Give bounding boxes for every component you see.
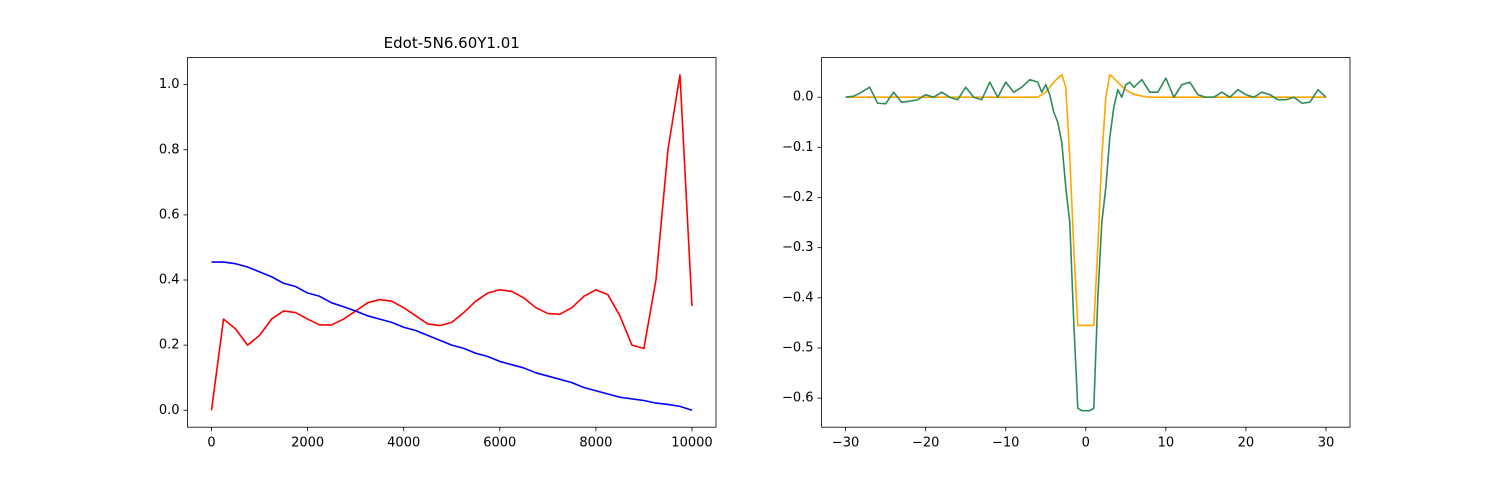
x-tick-label: −10 — [992, 436, 1019, 451]
data-line — [211, 261, 693, 412]
data-line — [210, 74, 693, 411]
y-tick-label: 0.2 — [159, 338, 180, 353]
y-tick-label: 1.0 — [159, 77, 180, 92]
y-tick-label: 0.8 — [159, 142, 180, 157]
y-tick-label: −0.2 — [782, 190, 814, 205]
x-tick-label: 20 — [1238, 436, 1255, 451]
y-tick-label: −0.4 — [782, 290, 814, 305]
axes-frame — [821, 57, 1351, 428]
y-tick-label: −0.1 — [782, 140, 814, 155]
x-tick-label: −20 — [912, 436, 939, 451]
data-line — [845, 73, 1326, 327]
x-tick-label: 10000 — [671, 436, 712, 451]
y-tick-label: −0.3 — [782, 240, 814, 255]
y-tick-label: 0.4 — [159, 273, 180, 288]
x-tick-label: 0 — [207, 436, 215, 451]
subplot: −30 −20 −10 0 10 20 30 −0.6 −0.5 −0.4 −0.3 −0.2 −0.1… — [782, 57, 1351, 451]
chart-title: Edot-5N6.60Y1.01 — [384, 34, 520, 52]
x-tick-label: 30 — [1318, 436, 1335, 451]
x-tick-label: 6000 — [483, 436, 516, 451]
data-line — [845, 77, 1327, 412]
y-tick-label: 0.0 — [793, 90, 814, 105]
x-tick-label: −30 — [832, 436, 859, 451]
axes-frame — [187, 57, 717, 428]
y-tick-label: −0.5 — [782, 340, 814, 355]
x-tick-label: 4000 — [387, 436, 420, 451]
x-tick-label: 2000 — [291, 436, 324, 451]
y-tick-label: 0.6 — [159, 207, 180, 222]
x-tick-label: 8000 — [579, 436, 612, 451]
subplot: Edot-5N6.60Y1.01 0 2000 4000 6000 8000 10000 0.… — [159, 34, 717, 451]
x-tick-label: 10 — [1158, 436, 1175, 451]
y-tick-label: −0.6 — [782, 391, 814, 406]
x-tick-label: 0 — [1082, 436, 1090, 451]
y-tick-label: 0.0 — [159, 403, 180, 418]
